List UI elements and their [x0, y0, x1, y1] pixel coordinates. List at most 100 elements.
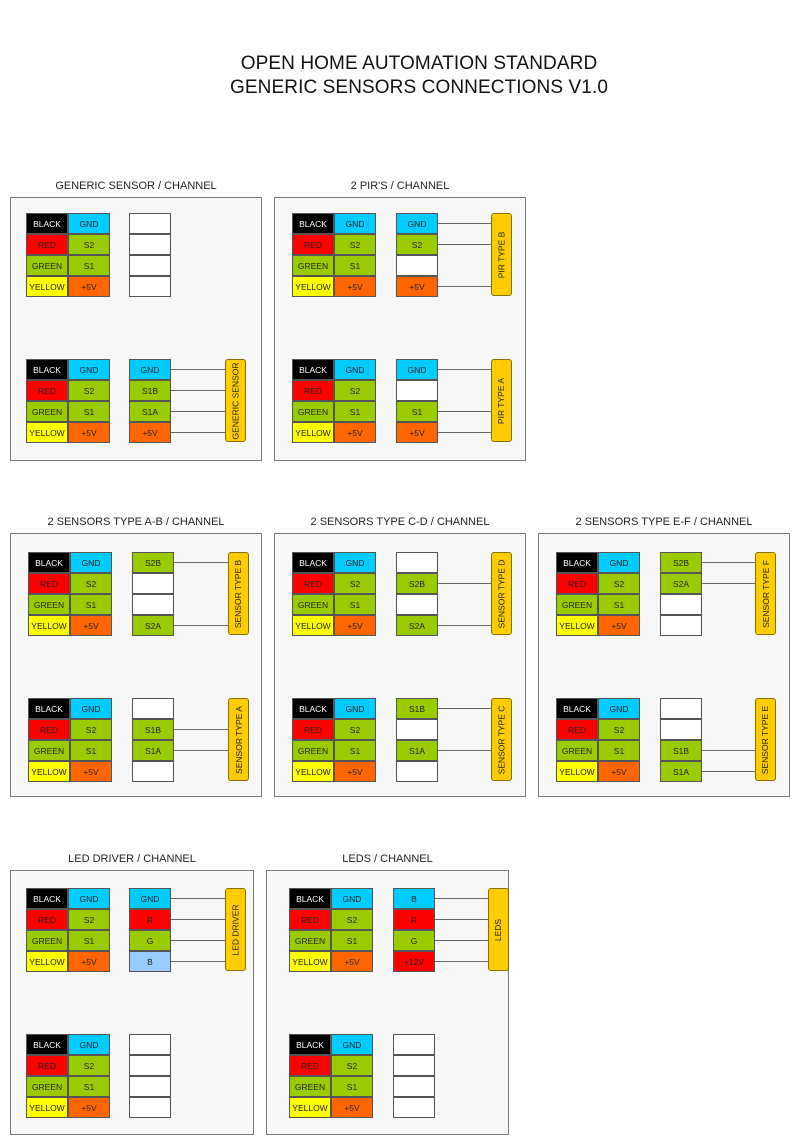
pin-cell: S2A	[396, 615, 438, 636]
pin-cell: +12V	[393, 951, 435, 972]
wire-color-cell: BLACK	[289, 888, 331, 909]
wire-color-cell: GREEN	[292, 740, 334, 761]
panel-caption: 2 SENSORS TYPE C-D / CHANNEL	[310, 516, 490, 528]
connector-table: BLACK GND RED S2 GREEN S1 YELLOW +5V	[556, 698, 640, 782]
signal-cell: GND	[68, 359, 110, 380]
pin-cell: G	[393, 930, 435, 951]
device-label: PIR TYPE B	[491, 213, 512, 296]
signal-cell: S1	[334, 740, 376, 761]
wire-line	[435, 919, 488, 920]
signal-cell: S2	[68, 1055, 110, 1076]
device-label: GENERIC SENSOR	[225, 359, 246, 442]
wire-color-cell: GREEN	[28, 594, 70, 615]
pin-cell: GND	[396, 359, 438, 380]
pin-cell: S1A	[660, 761, 702, 782]
wire-color-cell: RED	[26, 909, 68, 930]
wire-color-cell: BLACK	[26, 1034, 68, 1055]
device-label: PIR TYPE A	[491, 359, 512, 442]
panel-caption: 2 PIR'S / CHANNEL	[350, 180, 450, 192]
signal-cell: GND	[68, 213, 110, 234]
wire-color-cell: YELLOW	[289, 1097, 331, 1118]
wire-line	[435, 961, 488, 962]
pin-cell	[129, 1097, 171, 1118]
signal-cell: +5V	[331, 951, 373, 972]
pin-cell: S2B	[660, 552, 702, 573]
wire-line	[438, 708, 491, 709]
wire-color-cell: BLACK	[28, 552, 70, 573]
device-label: LED DRIVER	[225, 888, 246, 971]
signal-cell: GND	[334, 552, 376, 573]
pin-cell	[129, 1034, 171, 1055]
pin-cell	[396, 380, 438, 401]
wire-color-cell: YELLOW	[26, 276, 68, 297]
device-label: SENSOR TYPE D	[491, 552, 512, 635]
signal-cell: +5V	[68, 951, 110, 972]
wire-color-cell: RED	[26, 380, 68, 401]
pin-table: GND R G B	[129, 888, 171, 972]
signal-cell: +5V	[334, 422, 376, 443]
wire-color-cell: YELLOW	[26, 951, 68, 972]
pin-cell: S1A	[129, 401, 171, 422]
wire-line	[171, 898, 225, 899]
signal-cell: GND	[70, 698, 112, 719]
panel-caption: GENERIC SENSOR / CHANNEL	[55, 180, 217, 192]
wire-line	[438, 369, 491, 370]
wire-color-cell: RED	[26, 1055, 68, 1076]
signal-cell: S2	[598, 719, 640, 740]
pin-cell: B	[393, 888, 435, 909]
page-title: OPEN HOME AUTOMATION STANDARD GENERIC SE…	[0, 52, 800, 100]
wire-color-cell: GREEN	[26, 930, 68, 951]
pin-cell: S1B	[396, 698, 438, 719]
connector-table: BLACK GND RED S2 GREEN S1 YELLOW +5V	[289, 888, 373, 972]
signal-cell: S1	[598, 594, 640, 615]
signal-cell: S1	[334, 594, 376, 615]
signal-cell: S2	[68, 909, 110, 930]
wire-color-cell: RED	[26, 234, 68, 255]
wire-color-cell: GREEN	[292, 594, 334, 615]
title-line-2: GENERIC SENSORS CONNECTIONS V1.0	[230, 77, 608, 98]
signal-cell: GND	[334, 213, 376, 234]
wire-color-cell: BLACK	[292, 552, 334, 573]
pin-table: S2B S2A	[132, 552, 174, 636]
wire-line	[171, 390, 225, 391]
wire-line	[174, 625, 228, 626]
wire-color-cell: RED	[292, 573, 334, 594]
wire-color-cell: GREEN	[26, 255, 68, 276]
device-label: SENSOR TYPE A	[228, 698, 249, 781]
wire-color-cell: YELLOW	[292, 276, 334, 297]
pin-cell	[660, 698, 702, 719]
wire-line	[174, 729, 228, 730]
signal-cell: S2	[334, 573, 376, 594]
signal-cell: S2	[334, 719, 376, 740]
wire-color-cell: YELLOW	[26, 1097, 68, 1118]
signal-cell: GND	[598, 552, 640, 573]
pin-cell: S1B	[660, 740, 702, 761]
wire-color-cell: YELLOW	[28, 615, 70, 636]
signal-cell: +5V	[70, 761, 112, 782]
pin-cell: S1A	[396, 740, 438, 761]
signal-cell: S1	[68, 1076, 110, 1097]
wire-color-cell: YELLOW	[289, 951, 331, 972]
wire-line	[702, 750, 755, 751]
wire-color-cell: RED	[289, 909, 331, 930]
device-name: SENSOR TYPE A	[233, 705, 244, 774]
device-name: SENSOR TYPE B	[233, 559, 244, 628]
panel-caption: 2 SENSORS TYPE E-F / CHANNEL	[575, 516, 753, 528]
pin-cell	[129, 234, 171, 255]
connector-table: BLACK GND RED S2 GREEN S1 YELLOW +5V	[28, 552, 112, 636]
wire-color-cell: GREEN	[556, 594, 598, 615]
pin-cell	[393, 1034, 435, 1055]
device-label: SENSOR TYPE B	[228, 552, 249, 635]
wire-color-cell: BLACK	[26, 359, 68, 380]
connection-panel: BLACK GND RED S2 GREEN S1 YELLOW +5V B R G +12V LEDS…	[266, 870, 509, 1135]
wire-color-cell: GREEN	[292, 255, 334, 276]
device-name: SENSOR TYPE C	[496, 705, 507, 774]
signal-cell: GND	[68, 1034, 110, 1055]
wire-line	[171, 432, 225, 433]
wire-color-cell: BLACK	[556, 552, 598, 573]
wire-color-cell: RED	[28, 573, 70, 594]
pin-cell: GND	[396, 213, 438, 234]
connector-table: BLACK GND RED S2 GREEN S1 YELLOW +5V	[26, 359, 110, 443]
signal-cell: S2	[331, 909, 373, 930]
pin-cell	[393, 1055, 435, 1076]
